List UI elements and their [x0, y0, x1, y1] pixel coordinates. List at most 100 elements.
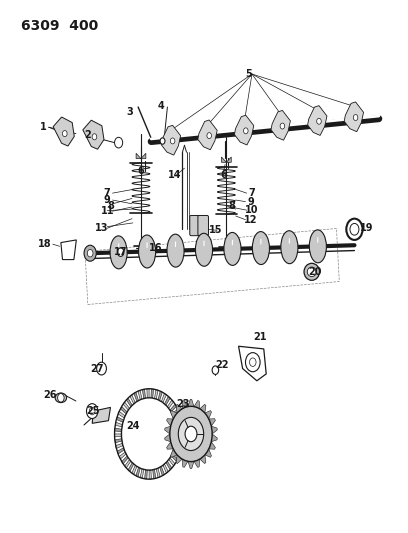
Polygon shape — [149, 470, 151, 479]
Text: 24: 24 — [126, 421, 140, 431]
Circle shape — [280, 123, 285, 129]
Polygon shape — [151, 389, 154, 398]
Circle shape — [350, 223, 359, 235]
Circle shape — [207, 133, 211, 139]
Circle shape — [244, 128, 248, 134]
Polygon shape — [92, 407, 111, 423]
Text: 7: 7 — [104, 188, 111, 198]
Text: 3: 3 — [126, 107, 133, 117]
Circle shape — [92, 134, 97, 140]
Polygon shape — [61, 240, 76, 260]
Polygon shape — [235, 115, 254, 145]
Polygon shape — [115, 422, 122, 427]
Polygon shape — [166, 419, 173, 426]
Polygon shape — [200, 455, 206, 464]
Circle shape — [178, 417, 204, 450]
Polygon shape — [116, 443, 123, 448]
Circle shape — [250, 358, 256, 367]
Polygon shape — [176, 425, 183, 429]
Text: 16: 16 — [149, 243, 163, 253]
Polygon shape — [182, 400, 188, 409]
Text: 17: 17 — [114, 247, 127, 256]
Polygon shape — [140, 469, 144, 478]
Circle shape — [62, 131, 67, 136]
Polygon shape — [209, 419, 215, 426]
Text: 6: 6 — [137, 166, 144, 176]
Polygon shape — [175, 446, 182, 451]
Polygon shape — [176, 405, 182, 413]
Text: 10: 10 — [245, 205, 259, 215]
Polygon shape — [166, 442, 173, 449]
Polygon shape — [182, 459, 188, 467]
Polygon shape — [136, 154, 141, 159]
Text: 7: 7 — [248, 188, 255, 198]
Ellipse shape — [253, 231, 269, 264]
Text: 15: 15 — [208, 225, 222, 236]
Polygon shape — [200, 405, 206, 413]
Polygon shape — [125, 459, 131, 468]
Text: 9: 9 — [247, 197, 254, 207]
Polygon shape — [165, 426, 171, 434]
Polygon shape — [308, 106, 327, 135]
Polygon shape — [172, 409, 179, 416]
Ellipse shape — [281, 231, 298, 264]
Polygon shape — [155, 390, 158, 399]
Text: 6309  400: 6309 400 — [21, 19, 98, 33]
Polygon shape — [194, 459, 200, 467]
Circle shape — [160, 138, 165, 144]
Polygon shape — [198, 120, 217, 150]
Polygon shape — [174, 414, 181, 420]
Text: 22: 22 — [215, 360, 229, 370]
Polygon shape — [226, 157, 231, 163]
Text: 12: 12 — [244, 215, 257, 225]
Polygon shape — [176, 455, 182, 464]
Polygon shape — [130, 395, 135, 404]
Text: 19: 19 — [360, 223, 373, 233]
Text: 23: 23 — [176, 399, 190, 409]
FancyBboxPatch shape — [190, 215, 200, 236]
Polygon shape — [83, 120, 104, 149]
Polygon shape — [126, 398, 132, 407]
Polygon shape — [205, 410, 211, 419]
Polygon shape — [115, 428, 122, 432]
Ellipse shape — [110, 236, 127, 269]
FancyBboxPatch shape — [198, 215, 208, 236]
Circle shape — [246, 353, 260, 372]
Text: 5: 5 — [245, 69, 252, 79]
Polygon shape — [132, 465, 137, 474]
Text: 11: 11 — [100, 206, 114, 216]
Ellipse shape — [195, 233, 213, 266]
Polygon shape — [115, 439, 122, 443]
Ellipse shape — [304, 263, 319, 280]
Circle shape — [118, 248, 124, 256]
Polygon shape — [239, 346, 266, 381]
Polygon shape — [167, 400, 173, 408]
Text: 4: 4 — [158, 101, 165, 111]
Polygon shape — [222, 157, 226, 163]
Polygon shape — [344, 102, 364, 132]
Polygon shape — [160, 466, 164, 476]
Polygon shape — [165, 434, 171, 442]
Circle shape — [84, 245, 96, 261]
Polygon shape — [147, 389, 149, 398]
Ellipse shape — [224, 232, 241, 265]
Polygon shape — [163, 464, 169, 473]
Polygon shape — [117, 448, 124, 454]
Polygon shape — [116, 417, 124, 422]
Text: 14: 14 — [168, 170, 182, 180]
Polygon shape — [164, 397, 170, 405]
Polygon shape — [177, 431, 184, 434]
Circle shape — [170, 406, 212, 462]
Ellipse shape — [55, 393, 67, 402]
Text: 13: 13 — [95, 223, 108, 233]
Polygon shape — [141, 154, 146, 159]
Circle shape — [58, 393, 64, 402]
Polygon shape — [211, 426, 217, 434]
Polygon shape — [171, 449, 177, 457]
Polygon shape — [170, 404, 177, 412]
Polygon shape — [118, 411, 125, 418]
Polygon shape — [123, 402, 130, 410]
Polygon shape — [158, 391, 162, 401]
Polygon shape — [171, 454, 178, 462]
Circle shape — [86, 403, 98, 418]
